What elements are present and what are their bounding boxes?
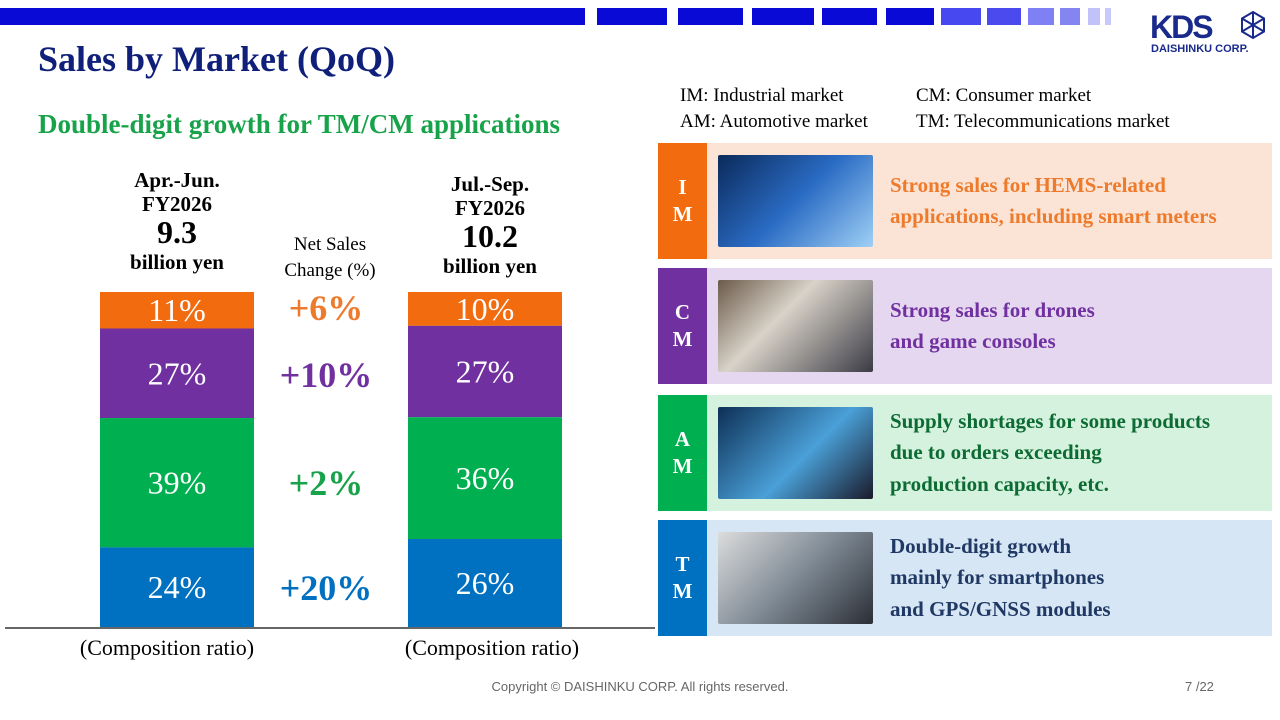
market-panel-cm: C M Strong sales for drones and game consol… [658, 268, 1272, 384]
unit: billion yen [130, 249, 224, 274]
bar-segment-im [100, 292, 254, 329]
bar-label-im: 11% [148, 292, 205, 328]
change-am: +2% [288, 463, 364, 503]
period-label: Jul.-Sep. [450, 172, 530, 196]
market-image [718, 280, 873, 372]
market-code-letter: A [674, 426, 691, 451]
bar-segment-am [100, 418, 254, 548]
description-line: production capacity, etc. [890, 471, 1109, 496]
market-image [718, 407, 873, 499]
market-panel-am: A M Supply shortages for some products due … [658, 395, 1272, 511]
stripe-segment [1105, 8, 1111, 25]
market-panel-im: I M Strong sales for HEMS-related applicati… [658, 143, 1272, 259]
composition-label-q1: (Composition ratio) [79, 635, 255, 660]
stripe-segment [822, 8, 877, 25]
market-image [718, 532, 873, 624]
copyright: Copyright © DAISHINKU CORP. All rights r… [491, 679, 789, 694]
stripe-segment [1028, 8, 1054, 25]
market-code-letter: T [675, 551, 690, 576]
bar-label-am: 36% [456, 460, 515, 496]
description-line: mainly for smartphones [890, 565, 1105, 590]
market-description: Double-digit growth mainly for smartphone… [890, 520, 1111, 636]
period-header-q1: Apr.-Jun. FY2026 9.3 billion yen [77, 168, 277, 274]
market-description: Supply shortages for some products due to… [890, 395, 1210, 511]
legend-am: AM: Automotive market [680, 111, 868, 132]
change-im: +6% [288, 288, 364, 328]
bar-label-tm: 24% [148, 569, 207, 605]
market-code-letter: I [678, 174, 687, 199]
description-line: Supply shortages for some products [890, 408, 1211, 433]
period-label: Apr.-Jun. [134, 168, 220, 192]
market-code-letter: M [672, 202, 693, 226]
market-code-letter: M [672, 327, 693, 351]
market-code-letter: M [672, 579, 693, 603]
kds-logo: KDS DAISHINKU CORP. [1150, 8, 1268, 56]
description-line: Strong sales for drones [890, 297, 1095, 322]
bar-label-tm: 26% [456, 565, 515, 601]
bar-label-cm: 27% [456, 354, 515, 390]
composition-label-q2: (Composition ratio) [404, 635, 580, 660]
description-line: Strong sales for HEMS-related [890, 172, 1166, 197]
bar-label-cm: 27% [148, 355, 207, 391]
market-image [718, 155, 873, 247]
fiscal-year: FY2026 [142, 192, 212, 217]
change-tm: +20% [279, 568, 373, 608]
composition-chart: 11% 27% 39% 24% 10% 27% 36% 26% [5, 291, 655, 629]
bar-segment-tm [100, 547, 254, 627]
stripe-segment [987, 8, 1021, 25]
description-line: Double-digit growth [890, 533, 1072, 558]
page-title: Sales by Market (QoQ) [38, 39, 395, 79]
stripe-segment [678, 8, 743, 25]
market-code-letter: M [672, 454, 693, 478]
bar-segment-am [408, 417, 562, 540]
market-code-letter: C [674, 299, 691, 324]
market-description: Strong sales for drones and game consoles [890, 268, 1095, 384]
description-line: and GPS/GNSS modules [890, 596, 1111, 621]
stripe-segment [1088, 8, 1100, 25]
legend-cm: CM: Consumer market [916, 85, 1092, 106]
change-cm: +10% [279, 355, 373, 395]
market-panel-tm: T M Double-digit growth mainly for smartpho… [658, 520, 1272, 636]
legend-tm: TM: Telecommunications market [916, 111, 1170, 132]
legend-im: IM: Industrial market [680, 85, 844, 106]
bar-label-im: 10% [456, 291, 515, 327]
fiscal-year: FY2026 [455, 196, 525, 221]
svg-text:KDS: KDS [1150, 9, 1213, 45]
net-sales-change-label: Net Sales Change (%) [284, 234, 376, 281]
net-sales-value: 9.3 [157, 214, 197, 251]
page-number: 7 /22 [1185, 679, 1214, 694]
description-line: applications, including smart meters [890, 204, 1217, 228]
stripe-segment [752, 8, 814, 25]
net-sales-value: 10.2 [462, 218, 518, 255]
bar-segment-im [408, 292, 562, 326]
bar-label-am: 39% [148, 465, 207, 501]
stripe-segment [1060, 8, 1080, 25]
svg-text:DAISHINKU CORP.: DAISHINKU CORP. [1151, 43, 1249, 55]
stripe-segment [0, 8, 585, 25]
market-description: Strong sales for HEMS-related application… [890, 143, 1217, 259]
period-header-q2: Jul.-Sep. FY2026 10.2 billion yen [390, 172, 590, 278]
bar-segment-cm [100, 328, 254, 419]
bar-segment-cm [408, 325, 562, 418]
header-stripe [0, 8, 1240, 25]
unit: billion yen [443, 253, 537, 278]
description-line: due to orders exceeding [890, 440, 1102, 465]
stripe-segment [886, 8, 934, 25]
description-line: and game consoles [890, 329, 1056, 353]
stripe-segment [941, 8, 981, 25]
bar-segment-tm [408, 539, 562, 627]
stripe-segment [597, 8, 667, 25]
page-subtitle: Double-digit growth for TM/CM applicatio… [38, 109, 561, 139]
